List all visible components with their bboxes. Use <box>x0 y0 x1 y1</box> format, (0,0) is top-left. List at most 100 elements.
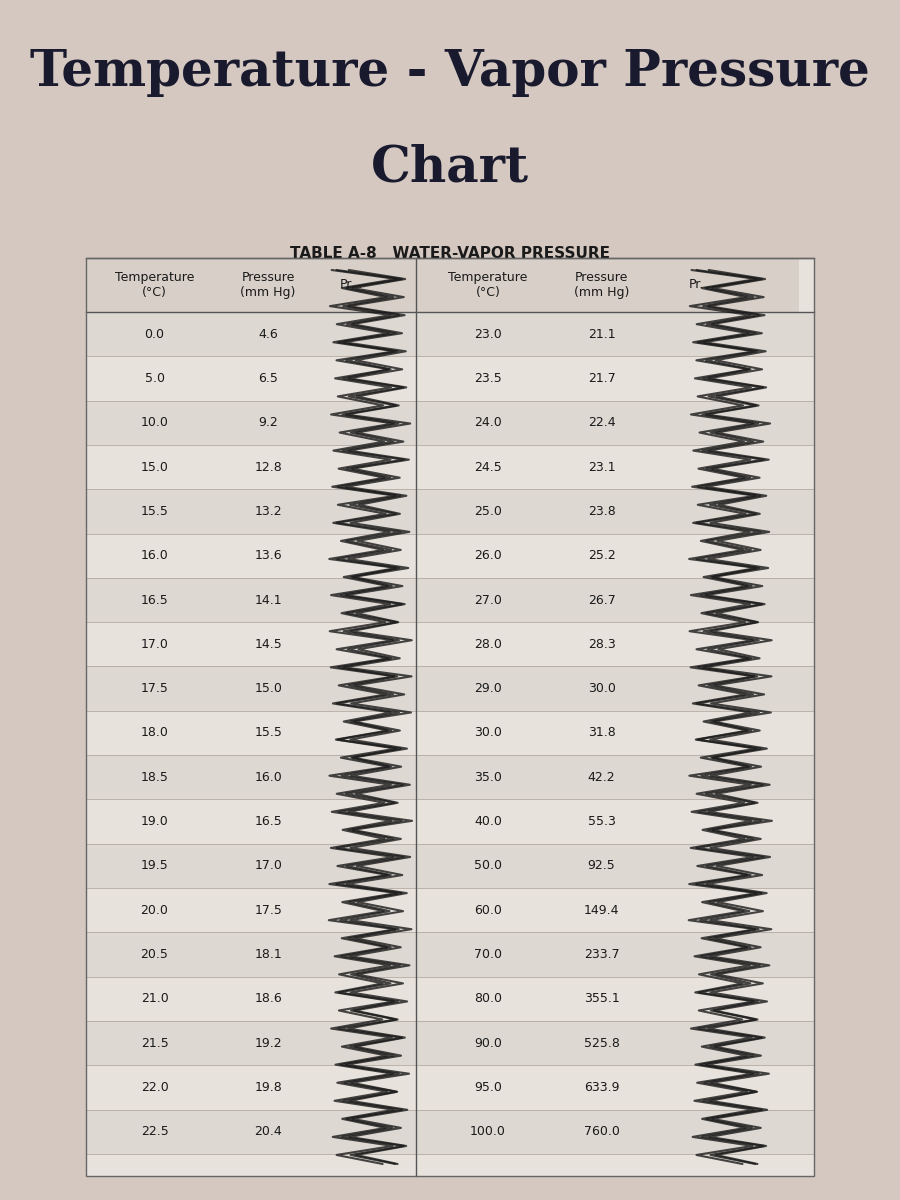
Text: 23.0: 23.0 <box>474 328 502 341</box>
Text: 14.1: 14.1 <box>255 594 282 606</box>
Bar <box>419 258 798 312</box>
Bar <box>86 1021 814 1066</box>
Text: 22.4: 22.4 <box>588 416 616 430</box>
Text: 760.0: 760.0 <box>583 1126 619 1138</box>
Text: Temperature
(°C): Temperature (°C) <box>448 271 527 299</box>
Text: Temperature
(°C): Temperature (°C) <box>115 271 194 299</box>
Text: 23.8: 23.8 <box>588 505 616 518</box>
Bar <box>86 799 814 844</box>
Text: 20.4: 20.4 <box>255 1126 282 1138</box>
Text: 21.5: 21.5 <box>140 1037 168 1050</box>
Text: Chart: Chart <box>371 144 529 193</box>
Text: 100.0: 100.0 <box>470 1126 506 1138</box>
Text: 18.5: 18.5 <box>140 770 168 784</box>
Text: 13.2: 13.2 <box>255 505 282 518</box>
Text: 12.8: 12.8 <box>255 461 282 474</box>
Text: 15.5: 15.5 <box>140 505 168 518</box>
Text: 18.6: 18.6 <box>255 992 282 1006</box>
Text: 22.5: 22.5 <box>140 1126 168 1138</box>
Text: 27.0: 27.0 <box>474 594 502 606</box>
Bar <box>86 401 814 445</box>
Text: 19.5: 19.5 <box>140 859 168 872</box>
Bar <box>86 445 814 490</box>
Text: Pressure
(mm Hg): Pressure (mm Hg) <box>240 271 296 299</box>
Bar <box>86 888 814 932</box>
Text: 16.5: 16.5 <box>140 594 168 606</box>
Bar <box>86 578 814 622</box>
Text: 20.0: 20.0 <box>140 904 168 917</box>
Text: 17.5: 17.5 <box>254 904 282 917</box>
Text: 40.0: 40.0 <box>474 815 502 828</box>
Text: 16.0: 16.0 <box>140 550 168 562</box>
Bar <box>86 977 814 1021</box>
Text: 55.3: 55.3 <box>588 815 616 828</box>
Text: 0.0: 0.0 <box>145 328 165 341</box>
Text: 14.5: 14.5 <box>255 638 282 650</box>
Text: 6.5: 6.5 <box>258 372 278 385</box>
Bar <box>86 258 419 312</box>
Text: 92.5: 92.5 <box>588 859 616 872</box>
Text: 35.0: 35.0 <box>474 770 502 784</box>
Text: 525.8: 525.8 <box>583 1037 619 1050</box>
Text: 23.5: 23.5 <box>474 372 502 385</box>
Text: 15.5: 15.5 <box>254 726 282 739</box>
Text: 19.8: 19.8 <box>255 1081 282 1094</box>
Text: 28.3: 28.3 <box>588 638 616 650</box>
Text: 70.0: 70.0 <box>474 948 502 961</box>
Text: 233.7: 233.7 <box>584 948 619 961</box>
Text: 18.1: 18.1 <box>255 948 282 961</box>
Text: 28.0: 28.0 <box>474 638 502 650</box>
Text: 23.1: 23.1 <box>588 461 616 474</box>
Text: 10.0: 10.0 <box>140 416 168 430</box>
Text: 15.0: 15.0 <box>254 682 282 695</box>
Text: 21.7: 21.7 <box>588 372 616 385</box>
Text: 25.0: 25.0 <box>474 505 502 518</box>
Text: 42.2: 42.2 <box>588 770 616 784</box>
Text: 21.1: 21.1 <box>588 328 616 341</box>
Text: 60.0: 60.0 <box>474 904 502 917</box>
Text: 31.8: 31.8 <box>588 726 616 739</box>
Bar <box>86 490 814 534</box>
Text: 95.0: 95.0 <box>474 1081 502 1094</box>
Text: 30.0: 30.0 <box>474 726 502 739</box>
Bar <box>86 710 814 755</box>
Bar <box>86 844 814 888</box>
Text: 633.9: 633.9 <box>584 1081 619 1094</box>
Text: TABLE A-8   WATER-VAPOR PRESSURE: TABLE A-8 WATER-VAPOR PRESSURE <box>290 246 610 260</box>
Text: 80.0: 80.0 <box>474 992 502 1006</box>
Bar <box>86 1066 814 1110</box>
Text: Pressure
(mm Hg): Pressure (mm Hg) <box>574 271 629 299</box>
Text: 17.0: 17.0 <box>140 638 168 650</box>
Text: 15.0: 15.0 <box>140 461 168 474</box>
Text: 22.0: 22.0 <box>140 1081 168 1094</box>
Text: 355.1: 355.1 <box>584 992 619 1006</box>
Bar <box>86 356 814 401</box>
Bar <box>86 534 814 578</box>
Text: 25.2: 25.2 <box>588 550 616 562</box>
Text: 90.0: 90.0 <box>474 1037 502 1050</box>
Text: 30.0: 30.0 <box>588 682 616 695</box>
Bar <box>86 755 814 799</box>
Text: 19.0: 19.0 <box>140 815 168 828</box>
Text: 24.5: 24.5 <box>474 461 502 474</box>
Text: Pr...: Pr... <box>688 278 712 292</box>
Bar <box>86 1110 814 1154</box>
Bar <box>86 622 814 666</box>
Text: 16.5: 16.5 <box>255 815 282 828</box>
Text: Temperature - Vapor Pressure: Temperature - Vapor Pressure <box>30 48 870 97</box>
Text: 26.7: 26.7 <box>588 594 616 606</box>
Text: 18.0: 18.0 <box>140 726 168 739</box>
Text: 19.2: 19.2 <box>255 1037 282 1050</box>
Text: 24.0: 24.0 <box>474 416 502 430</box>
Bar <box>86 932 814 977</box>
Text: 50.0: 50.0 <box>474 859 502 872</box>
Text: 29.0: 29.0 <box>474 682 502 695</box>
Text: 17.0: 17.0 <box>254 859 282 872</box>
Text: 13.6: 13.6 <box>255 550 282 562</box>
Text: 5.0: 5.0 <box>145 372 165 385</box>
Text: 9.2: 9.2 <box>258 416 278 430</box>
Text: 26.0: 26.0 <box>474 550 502 562</box>
Bar <box>86 312 814 356</box>
Text: 149.4: 149.4 <box>584 904 619 917</box>
Bar <box>86 666 814 710</box>
